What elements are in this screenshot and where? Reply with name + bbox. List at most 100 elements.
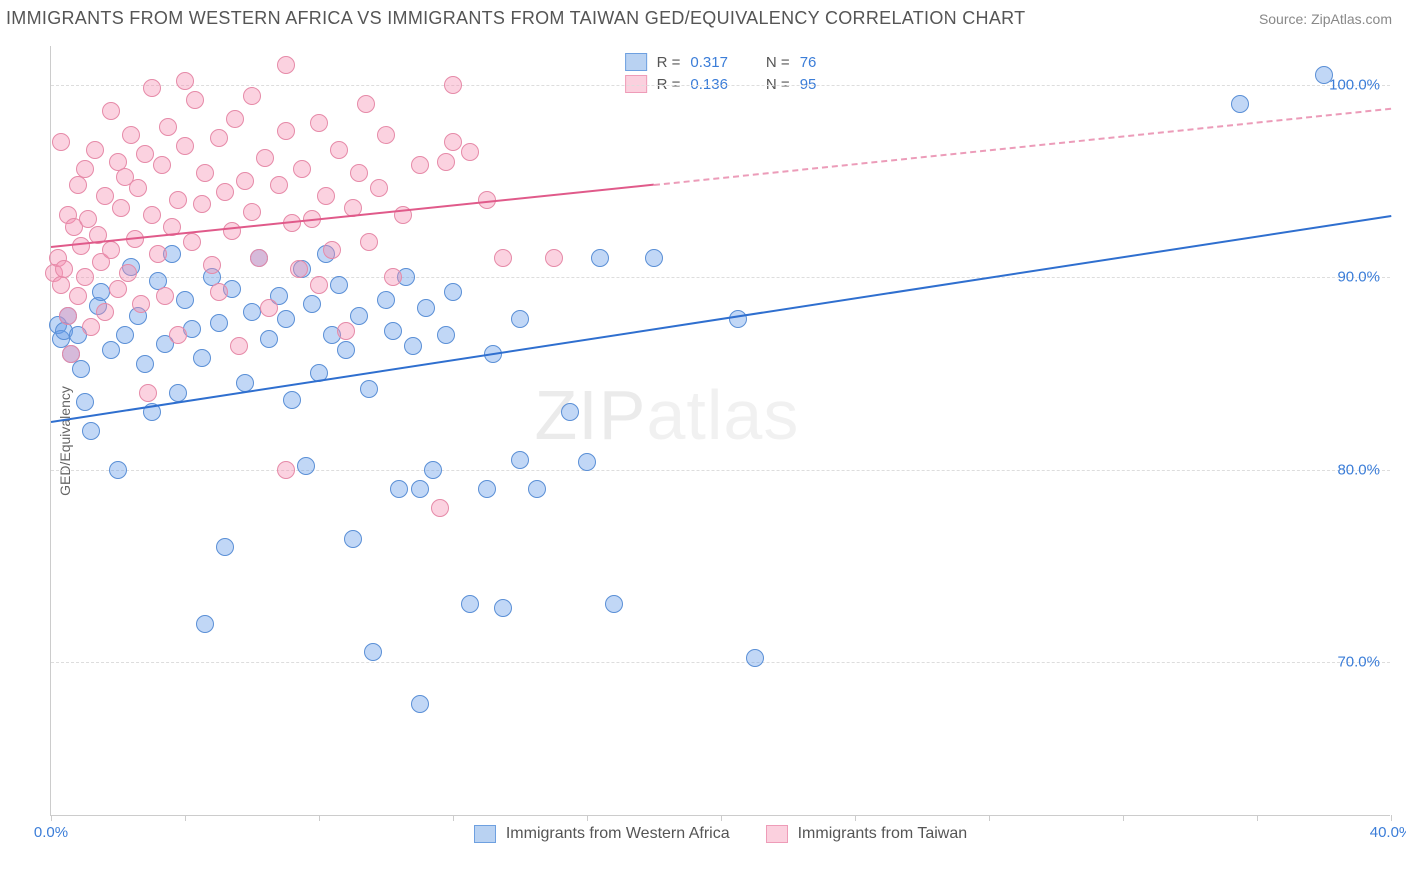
scatter-point bbox=[159, 118, 177, 136]
scatter-point bbox=[243, 303, 261, 321]
y-tick-label: 80.0% bbox=[1337, 461, 1380, 478]
scatter-point bbox=[52, 276, 70, 294]
scatter-point bbox=[1315, 66, 1333, 84]
scatter-point bbox=[76, 160, 94, 178]
scatter-point bbox=[494, 249, 512, 267]
scatter-point bbox=[260, 330, 278, 348]
scatter-point bbox=[139, 384, 157, 402]
scatter-point bbox=[350, 307, 368, 325]
scatter-point bbox=[59, 307, 77, 325]
scatter-point bbox=[384, 268, 402, 286]
x-tick bbox=[185, 815, 186, 821]
scatter-point bbox=[183, 233, 201, 251]
scatter-point bbox=[377, 126, 395, 144]
legend-swatch-a-bottom bbox=[474, 825, 496, 843]
scatter-point bbox=[169, 191, 187, 209]
scatter-point bbox=[297, 457, 315, 475]
scatter-point bbox=[143, 79, 161, 97]
scatter-point bbox=[545, 249, 563, 267]
scatter-point bbox=[461, 143, 479, 161]
scatter-point bbox=[149, 245, 167, 263]
title-bar: IMMIGRANTS FROM WESTERN AFRICA VS IMMIGR… bbox=[0, 0, 1406, 33]
gridline bbox=[51, 470, 1390, 471]
scatter-point bbox=[132, 295, 150, 313]
trend-line bbox=[654, 108, 1391, 186]
scatter-point bbox=[1231, 95, 1249, 113]
scatter-point bbox=[203, 256, 221, 274]
scatter-point bbox=[69, 176, 87, 194]
scatter-point bbox=[377, 291, 395, 309]
scatter-point bbox=[96, 187, 114, 205]
chart-container: GED/Equivalency ZIPatlas R = 0.317 N = 7… bbox=[36, 46, 1392, 836]
x-tick bbox=[453, 815, 454, 821]
scatter-point bbox=[511, 310, 529, 328]
scatter-point bbox=[210, 314, 228, 332]
scatter-point bbox=[186, 91, 204, 109]
scatter-point bbox=[62, 345, 80, 363]
scatter-point bbox=[384, 322, 402, 340]
scatter-point bbox=[360, 380, 378, 398]
scatter-point bbox=[411, 480, 429, 498]
scatter-point bbox=[156, 287, 174, 305]
scatter-point bbox=[223, 222, 241, 240]
scatter-point bbox=[136, 355, 154, 373]
chart-title: IMMIGRANTS FROM WESTERN AFRICA VS IMMIGR… bbox=[6, 8, 1025, 29]
scatter-point bbox=[461, 595, 479, 613]
scatter-point bbox=[82, 422, 100, 440]
x-tick bbox=[1123, 815, 1124, 821]
scatter-point bbox=[337, 341, 355, 359]
scatter-point bbox=[72, 237, 90, 255]
x-tick-label: 0.0% bbox=[34, 824, 68, 841]
scatter-point bbox=[256, 149, 274, 167]
scatter-point bbox=[230, 337, 248, 355]
scatter-point bbox=[411, 156, 429, 174]
scatter-point bbox=[478, 480, 496, 498]
scatter-point bbox=[193, 195, 211, 213]
scatter-point bbox=[444, 133, 462, 151]
legend-item-b: Immigrants from Taiwan bbox=[766, 825, 968, 843]
scatter-point bbox=[746, 649, 764, 667]
scatter-point bbox=[310, 276, 328, 294]
scatter-point bbox=[116, 326, 134, 344]
legend-row-series-a: R = 0.317 N = 76 bbox=[615, 51, 827, 73]
scatter-point bbox=[136, 145, 154, 163]
scatter-point bbox=[196, 615, 214, 633]
scatter-point bbox=[323, 241, 341, 259]
scatter-point bbox=[243, 203, 261, 221]
scatter-point bbox=[96, 303, 114, 321]
scatter-point bbox=[102, 102, 120, 120]
scatter-point bbox=[226, 110, 244, 128]
scatter-point bbox=[578, 453, 596, 471]
scatter-point bbox=[109, 461, 127, 479]
scatter-point bbox=[729, 310, 747, 328]
source-prefix: Source: bbox=[1259, 11, 1311, 27]
scatter-point bbox=[591, 249, 609, 267]
scatter-point bbox=[250, 249, 268, 267]
scatter-point bbox=[344, 530, 362, 548]
scatter-point bbox=[69, 287, 87, 305]
x-tick bbox=[319, 815, 320, 821]
source-name: ZipAtlas.com bbox=[1311, 11, 1392, 27]
scatter-point bbox=[112, 199, 130, 217]
scatter-point bbox=[176, 137, 194, 155]
x-tick bbox=[1257, 815, 1258, 821]
r-label: R = bbox=[657, 54, 681, 71]
scatter-point bbox=[277, 56, 295, 74]
scatter-point bbox=[417, 299, 435, 317]
x-tick-label: 40.0% bbox=[1370, 824, 1406, 841]
scatter-point bbox=[92, 283, 110, 301]
scatter-point bbox=[210, 283, 228, 301]
scatter-point bbox=[176, 291, 194, 309]
n-label: N = bbox=[766, 54, 790, 71]
x-tick bbox=[721, 815, 722, 821]
legend-item-a: Immigrants from Western Africa bbox=[474, 825, 730, 843]
scatter-point bbox=[437, 326, 455, 344]
scatter-point bbox=[193, 349, 211, 367]
legend-label-a: Immigrants from Western Africa bbox=[506, 825, 730, 843]
legend-label-b: Immigrants from Taiwan bbox=[798, 825, 968, 843]
scatter-point bbox=[216, 538, 234, 556]
scatter-point bbox=[82, 318, 100, 336]
scatter-point bbox=[350, 164, 368, 182]
scatter-point bbox=[153, 156, 171, 174]
scatter-point bbox=[109, 280, 127, 298]
